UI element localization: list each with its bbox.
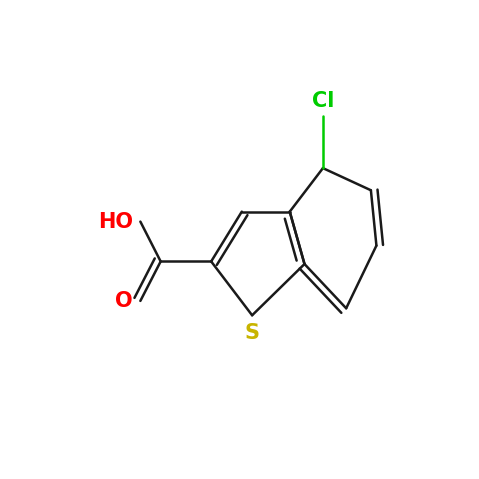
Text: Cl: Cl bbox=[312, 91, 334, 111]
Text: HO: HO bbox=[98, 212, 133, 232]
Text: O: O bbox=[115, 291, 133, 311]
Text: S: S bbox=[245, 323, 260, 343]
